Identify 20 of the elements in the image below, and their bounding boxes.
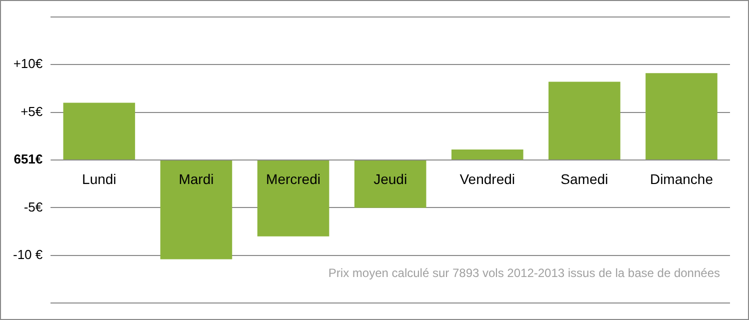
x-tick-label: Mardi [178, 170, 214, 187]
bar [160, 160, 232, 260]
bar [451, 150, 524, 160]
y-tick-label: +10€ [13, 56, 44, 72]
y-tick-label: +5€ [20, 104, 44, 119]
bar [646, 73, 718, 160]
y-tick-label: -5€ [24, 199, 44, 214]
bar [257, 160, 330, 236]
ref-line-label: 651€ [14, 152, 43, 167]
bar [548, 82, 620, 160]
x-tick-label: Lundi [82, 170, 116, 187]
y-tick-label: -10 € [12, 247, 44, 262]
x-tick-label: Dimanche [650, 170, 714, 187]
annotation: Prix moyen calculé sur 7893 vols 2012-2013 issus de la base de données [328, 266, 720, 280]
bar [354, 160, 426, 208]
x-tick-label: Mercredi [266, 170, 320, 187]
x-tick-label: Samedi [560, 170, 608, 187]
bar [63, 102, 136, 160]
x-tick-label: Jeudi [374, 170, 408, 187]
x-tick-label: Vendredi [460, 170, 516, 187]
